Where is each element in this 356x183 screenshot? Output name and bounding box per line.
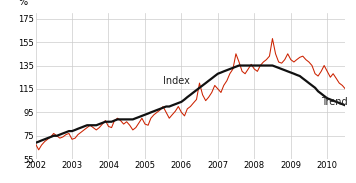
Text: Index: Index xyxy=(163,76,190,86)
Text: %: % xyxy=(19,0,28,7)
Text: Trend: Trend xyxy=(321,97,348,107)
